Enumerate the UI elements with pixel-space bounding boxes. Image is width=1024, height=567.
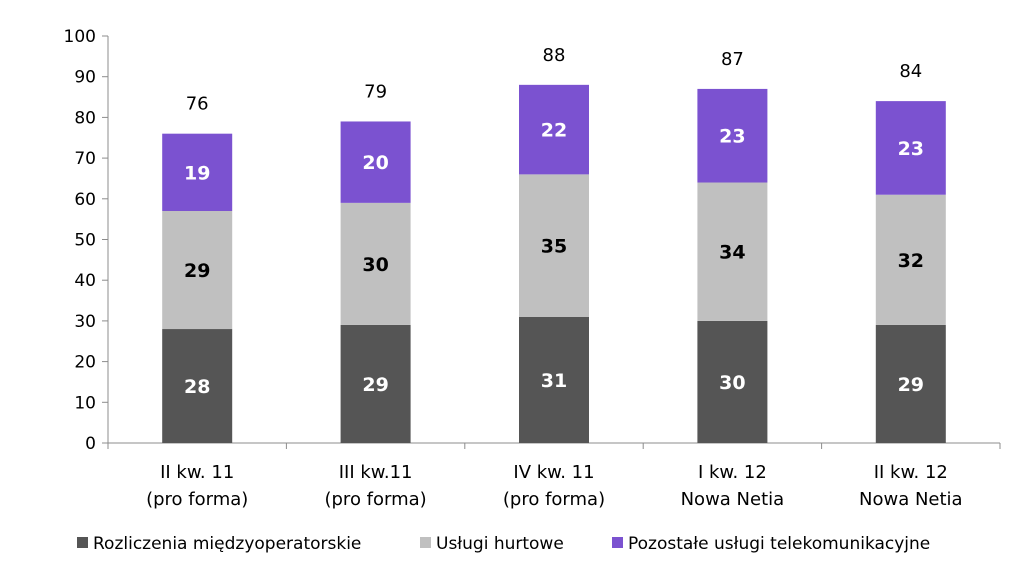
x-tick-label: (pro forma) [503,489,605,510]
x-tick-label: II kw. 11 [160,462,234,483]
legend-swatch [420,537,431,548]
y-tick-label: 100 [64,27,96,47]
data-label: 22 [541,120,567,142]
total-label: 76 [186,94,209,115]
data-label: 19 [184,162,210,184]
total-label: 87 [721,49,744,70]
data-label: 30 [362,254,388,276]
x-tick-label: (pro forma) [146,489,248,510]
bar-segment [162,133,233,212]
data-label: 20 [362,152,388,174]
x-tick-label: III kw.11 [339,462,413,483]
chart-labels: 28 29 19 76 II kw. 11 (pro forma) 29 30 20 79 III … [146,45,963,510]
y-tick-label: 20 [74,353,96,373]
y-tick-label: 70 [74,149,96,169]
y-tick-label: 60 [74,190,96,210]
bar-segment [340,121,411,203]
bar-segment [875,194,946,325]
bar-segment [340,202,411,325]
x-tick-label: Nowa Netia [681,489,785,510]
y-tick-label: 40 [74,271,96,291]
data-label: 34 [719,242,745,264]
y-tick-label: 0 [85,434,96,454]
chart-axes: 0 10 20 30 40 50 60 70 80 90 100 [64,27,1001,454]
x-tick-label: Nowa Netia [859,489,963,510]
y-tick-label: 50 [74,231,96,251]
bar-segment [697,320,768,443]
chart-bars [162,84,946,443]
legend-label: Rozliczenia międzyoperatorskie [93,534,361,554]
legend-label: Pozostałe usługi telekomunikacyjne [628,534,930,554]
bar-segment [697,88,768,183]
x-tick-label: II kw. 12 [874,462,948,483]
data-label: 29 [898,374,924,396]
data-label: 23 [719,126,745,148]
y-tick-label: 80 [74,108,96,128]
x-tick-label: (pro forma) [324,489,426,510]
data-label: 28 [184,376,210,398]
bar-segment [162,211,233,330]
y-tick-label: 30 [74,312,96,332]
data-label: 35 [541,236,567,258]
data-label: 30 [719,372,745,394]
data-label: 31 [541,370,567,392]
data-label: 23 [898,138,924,160]
bar-segment [519,316,589,443]
data-label: 29 [184,260,210,282]
total-label: 84 [899,61,922,82]
legend-swatch [612,537,623,548]
x-tick-label: I kw. 12 [698,462,767,483]
data-label: 32 [898,250,924,272]
bar-segment [697,182,768,321]
legend-label: Usługi hurtowe [436,534,564,554]
y-tick-label: 10 [74,393,96,413]
bar-segment [519,174,589,317]
data-label: 29 [362,374,388,396]
x-tick-label: IV kw. 11 [513,462,594,483]
y-tick-label: 90 [74,68,96,88]
bar-segment [875,324,946,443]
bar-segment [340,324,411,443]
chart-legend: Rozliczenia międzyoperatorskie Usługi hur… [77,534,930,554]
bar-segment [875,101,946,195]
total-label: 88 [543,45,566,66]
legend-swatch [77,537,88,548]
bar-segment [162,329,233,443]
bar-segment [519,84,589,175]
total-label: 79 [364,81,387,102]
